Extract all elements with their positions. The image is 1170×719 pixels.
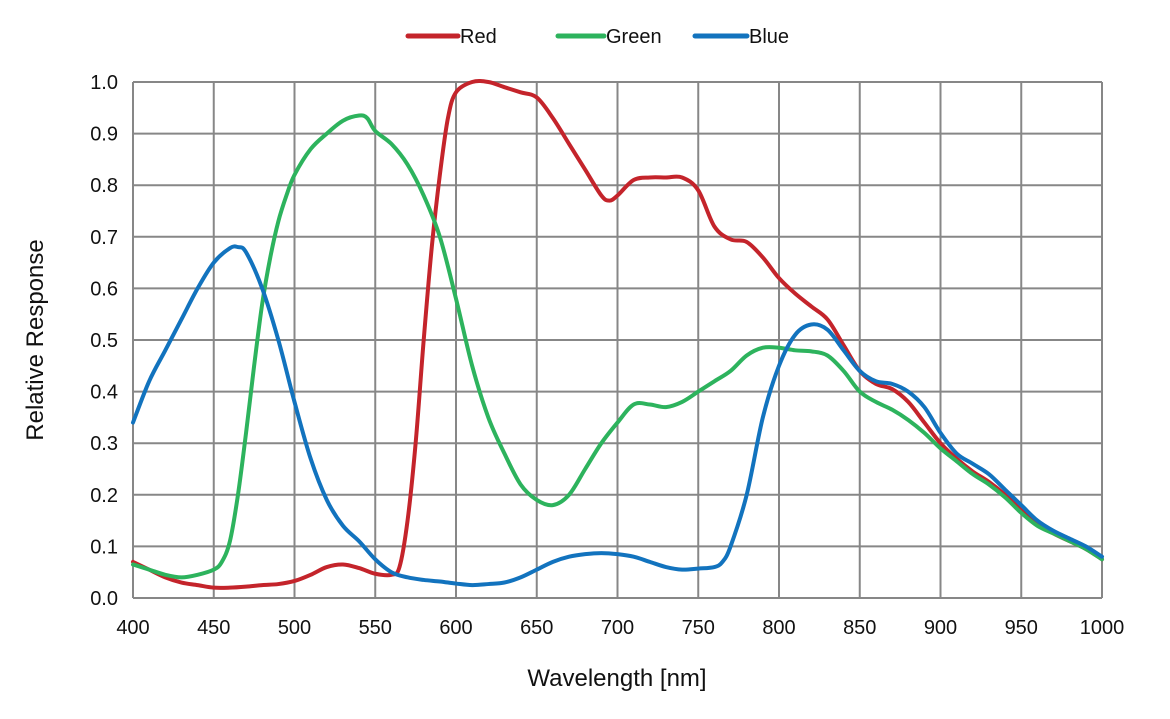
legend: Red Green Blue [405, 26, 789, 48]
x-tick-label: 400 [116, 617, 149, 639]
y-tick-label: 0.7 [90, 227, 118, 249]
y-axis-label: Relative Response [22, 239, 49, 440]
x-tick-label: 1000 [1080, 617, 1125, 639]
series-lines [131, 79, 1104, 590]
x-tick-labels: 400 450 500 550 600 650 700 750 800 850 900 950 1000 [116, 617, 1124, 639]
x-tick-label: 650 [520, 617, 553, 639]
x-tick-label: 750 [682, 617, 715, 639]
y-tick-label: 0.1 [90, 536, 118, 558]
x-axis-label: Wavelength [nm] [527, 665, 706, 692]
x-tick-label: 450 [197, 617, 230, 639]
y-tick-label: 1.0 [90, 72, 118, 94]
legend-label-red: Red [460, 26, 497, 48]
y-tick-label: 0.0 [90, 588, 118, 610]
y-tick-label: 0.8 [90, 175, 118, 197]
series-line-red [131, 79, 1104, 590]
legend-label-green: Green [606, 26, 662, 48]
y-tick-labels: 0.0 0.1 0.2 0.3 0.4 0.5 0.6 0.7 0.8 0.9 1.0 [90, 72, 118, 610]
x-tick-label: 600 [439, 617, 472, 639]
x-tick-label: 550 [359, 617, 392, 639]
y-tick-label: 0.9 [90, 124, 118, 146]
x-tick-label: 950 [1005, 617, 1038, 639]
y-tick-label: 0.2 [90, 485, 118, 507]
y-tick-label: 0.6 [90, 278, 118, 300]
grid [132, 81, 1103, 599]
x-tick-label: 500 [278, 617, 311, 639]
y-tick-label: 0.5 [90, 330, 118, 352]
x-tick-label: 800 [762, 617, 795, 639]
x-tick-label: 850 [843, 617, 876, 639]
series-line-blue [131, 244, 1104, 588]
x-tick-label: 700 [601, 617, 634, 639]
y-tick-label: 0.4 [90, 382, 118, 404]
x-tick-label: 900 [924, 617, 957, 639]
series-line-green [131, 113, 1104, 580]
y-tick-label: 0.3 [90, 433, 118, 455]
legend-label-blue: Blue [749, 26, 789, 48]
